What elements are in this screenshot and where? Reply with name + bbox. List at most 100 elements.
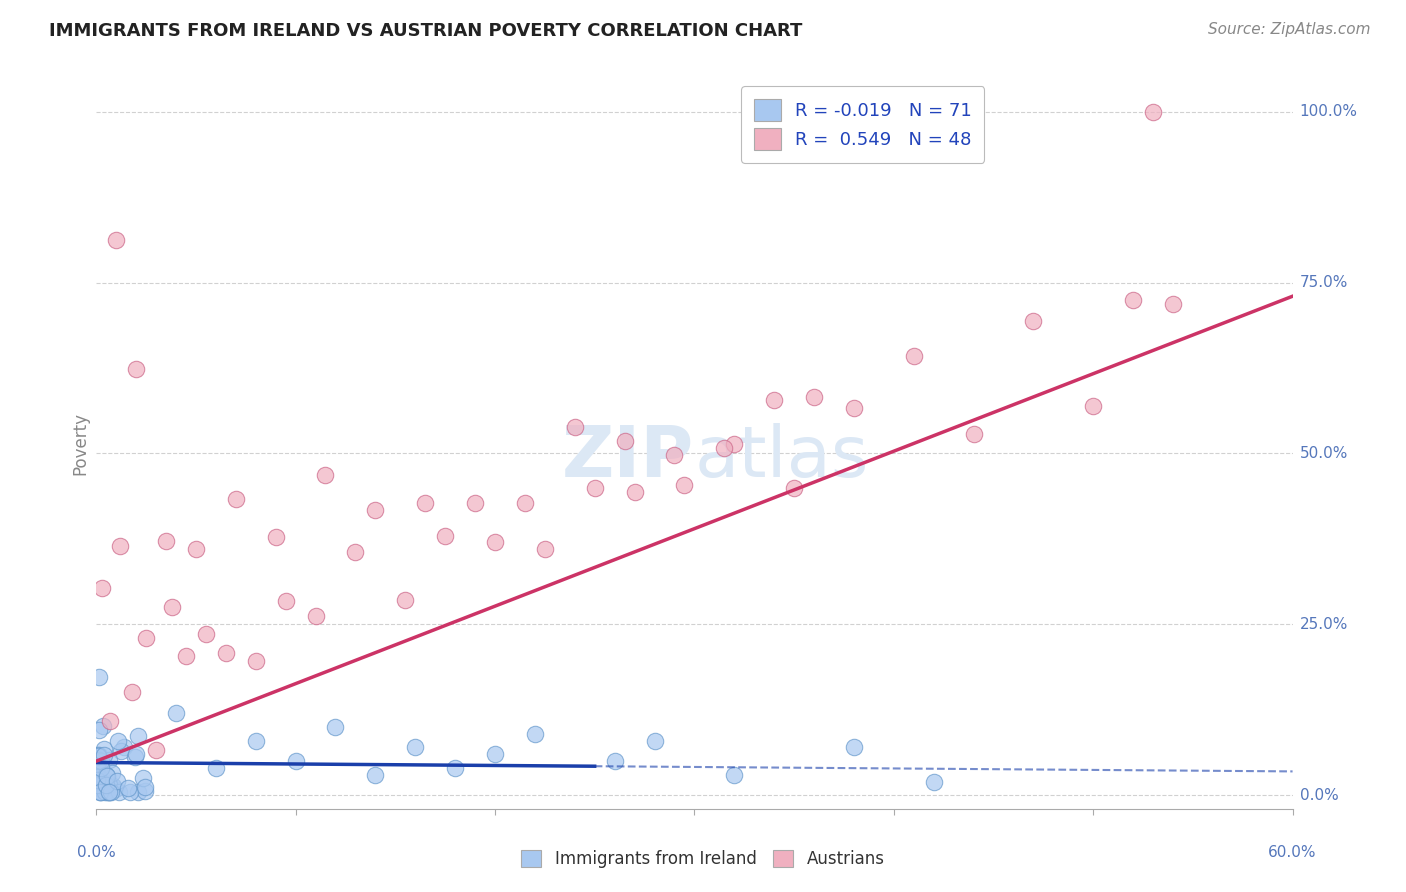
Point xyxy=(623,484,645,499)
Point xyxy=(325,720,347,734)
Point xyxy=(1022,314,1045,328)
Text: 0.0%: 0.0% xyxy=(77,845,115,860)
Point xyxy=(86,749,108,764)
Legend: R = -0.019   N = 71, R =  0.549   N = 48: R = -0.019 N = 71, R = 0.549 N = 48 xyxy=(741,87,984,163)
Point xyxy=(112,740,135,755)
Point xyxy=(87,723,110,738)
Text: 75.0%: 75.0% xyxy=(1299,275,1348,290)
Point xyxy=(86,780,108,794)
Point xyxy=(90,761,112,775)
Point xyxy=(364,768,387,782)
Legend: Immigrants from Ireland, Austrians: Immigrants from Ireland, Austrians xyxy=(515,843,891,875)
Point xyxy=(644,733,666,747)
Text: 25.0%: 25.0% xyxy=(1299,617,1348,632)
Point xyxy=(783,481,806,495)
Point xyxy=(107,734,129,748)
Point xyxy=(98,714,121,729)
Point xyxy=(842,740,865,755)
Point xyxy=(87,670,110,684)
Point xyxy=(98,778,121,792)
Text: atlas: atlas xyxy=(695,424,869,492)
Point xyxy=(89,785,111,799)
Point xyxy=(842,401,865,416)
Point xyxy=(304,609,326,624)
Point xyxy=(96,769,118,783)
Text: Source: ZipAtlas.com: Source: ZipAtlas.com xyxy=(1208,22,1371,37)
Point xyxy=(100,785,122,799)
Point xyxy=(673,478,696,492)
Point xyxy=(101,765,124,780)
Text: 60.0%: 60.0% xyxy=(1268,845,1317,860)
Point xyxy=(86,773,108,788)
Point xyxy=(763,393,786,408)
Point xyxy=(94,768,117,782)
Point xyxy=(132,771,155,785)
Point xyxy=(125,361,148,376)
Point xyxy=(274,594,297,608)
Point xyxy=(87,747,110,762)
Point xyxy=(90,754,112,768)
Point xyxy=(413,496,436,510)
Point xyxy=(97,785,120,799)
Point xyxy=(90,755,112,769)
Point xyxy=(89,785,111,799)
Point xyxy=(962,427,984,442)
Point xyxy=(96,778,118,792)
Point xyxy=(135,631,157,645)
Point xyxy=(117,781,139,796)
Text: IMMIGRANTS FROM IRELAND VS AUSTRIAN POVERTY CORRELATION CHART: IMMIGRANTS FROM IRELAND VS AUSTRIAN POVE… xyxy=(49,22,803,40)
Point xyxy=(90,785,112,799)
Text: 0.0%: 0.0% xyxy=(1299,788,1339,803)
Point xyxy=(91,581,114,595)
Point xyxy=(613,434,636,449)
Point xyxy=(124,749,146,764)
Point xyxy=(404,740,426,755)
Point xyxy=(134,784,156,798)
Point xyxy=(160,599,183,614)
Point xyxy=(155,533,177,548)
Point xyxy=(108,785,131,799)
Point xyxy=(96,785,118,799)
Point xyxy=(134,780,156,795)
Point xyxy=(225,491,247,506)
Point xyxy=(713,441,735,455)
Point xyxy=(523,727,546,741)
Point xyxy=(118,785,141,799)
Point xyxy=(1122,293,1144,308)
Point xyxy=(105,233,128,247)
Point xyxy=(93,747,115,762)
Point xyxy=(394,592,416,607)
Point xyxy=(364,502,387,516)
Point xyxy=(245,733,267,747)
Point xyxy=(87,770,110,784)
Point xyxy=(87,747,110,762)
Text: ZIP: ZIP xyxy=(562,424,695,492)
Point xyxy=(194,627,217,641)
Point xyxy=(96,777,118,791)
Point xyxy=(903,350,925,364)
Point xyxy=(98,753,121,767)
Point xyxy=(91,718,114,732)
Point xyxy=(98,776,121,790)
Point xyxy=(90,782,112,797)
Point xyxy=(127,729,149,743)
Point xyxy=(922,774,945,789)
Point xyxy=(105,773,128,788)
Point xyxy=(93,785,115,799)
Point xyxy=(205,761,228,775)
Point xyxy=(174,648,197,663)
Point xyxy=(315,468,337,483)
Point xyxy=(93,742,115,756)
Point xyxy=(484,747,506,762)
Point xyxy=(86,767,108,781)
Point xyxy=(87,775,110,789)
Point xyxy=(1083,399,1105,413)
Point xyxy=(108,539,131,553)
Point xyxy=(125,747,148,762)
Point xyxy=(103,782,125,797)
Point xyxy=(86,761,108,775)
Point xyxy=(723,768,745,782)
Point xyxy=(1142,104,1164,119)
Point xyxy=(723,437,745,451)
Point xyxy=(103,780,125,794)
